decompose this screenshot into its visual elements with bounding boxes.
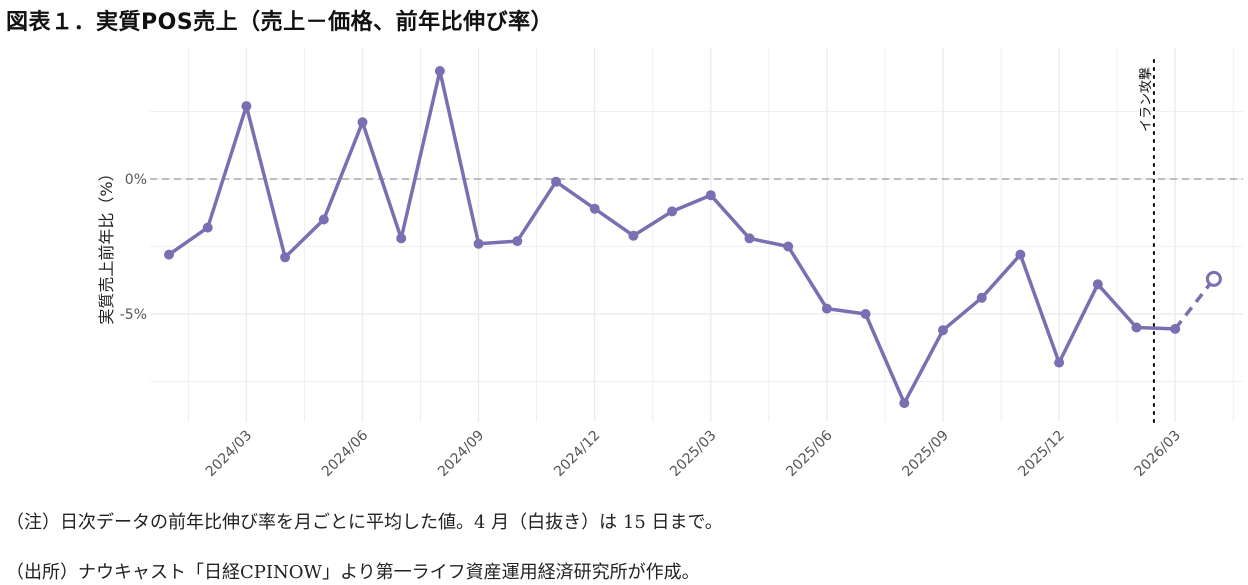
x-tick-label: 2025/03 (667, 428, 719, 480)
reference-lines: イラン攻撃 (150, 59, 1243, 423)
data-point (899, 398, 910, 409)
data-point (280, 252, 291, 263)
data-point (1131, 322, 1142, 333)
x-tick-label: 2024/12 (551, 428, 603, 480)
series-line-partial (1173, 277, 1216, 330)
data-point (241, 101, 252, 112)
data-point (744, 233, 755, 244)
x-tick-label: 2025/09 (899, 428, 951, 480)
x-tick-label: 2025/06 (783, 427, 836, 480)
x-tick-label: 2026/03 (1132, 428, 1184, 480)
chart-title: 図表１．実質POS売上（売上－価格、前年比伸び率） (6, 10, 554, 35)
data-point (1015, 249, 1026, 260)
data-point (357, 117, 368, 128)
data-point (628, 230, 639, 241)
data-point (164, 249, 174, 260)
y-tick-label: 0% (125, 172, 147, 188)
line-chart: イラン攻撃 0% -5%実質売上前年比（%） 2024/03 2024/06 2024/… (97, 48, 1243, 480)
data-point (396, 233, 407, 244)
y-axis-label: 実質売上前年比（%） (97, 165, 116, 324)
data-point (434, 66, 445, 76)
data-point (473, 238, 484, 249)
data-point (860, 309, 871, 319)
axes: 0% -5%実質売上前年比（%） 2024/03 2024/06 2024/09 2024… (97, 165, 1184, 480)
data-point (589, 203, 600, 214)
data-point-open (1205, 270, 1222, 287)
y-tick-label: -5% (120, 307, 147, 323)
source-text: （出所）ナウキャスト「日経CPINOW」より第一ライフ資産運用経済研究所が作成。 (6, 562, 700, 583)
data-point (821, 303, 832, 314)
data-point (551, 176, 561, 187)
x-tick-label: 2024/09 (435, 428, 487, 480)
series-monthly (164, 66, 1222, 409)
data-point (783, 241, 794, 252)
x-tick-label: 2025/12 (1015, 428, 1067, 480)
data-point (938, 325, 948, 336)
data-point (318, 214, 329, 225)
series-line (167, 69, 1176, 405)
x-tick-label: 2024/03 (203, 428, 255, 480)
data-point (1054, 357, 1065, 368)
data-point (976, 292, 987, 303)
grid (150, 48, 1243, 422)
data-point (667, 206, 678, 217)
data-point (202, 222, 213, 233)
x-tick-label: 2024/06 (319, 427, 372, 480)
event-label: イラン攻撃 (1138, 67, 1154, 132)
note-text: （注）日次データの前年比伸び率を月ごとに平均した値。4 月（白抜き）は 15 日… (6, 512, 723, 533)
data-point (705, 190, 716, 201)
data-point (512, 236, 523, 247)
data-point (1170, 323, 1181, 334)
data-point (1092, 279, 1103, 290)
